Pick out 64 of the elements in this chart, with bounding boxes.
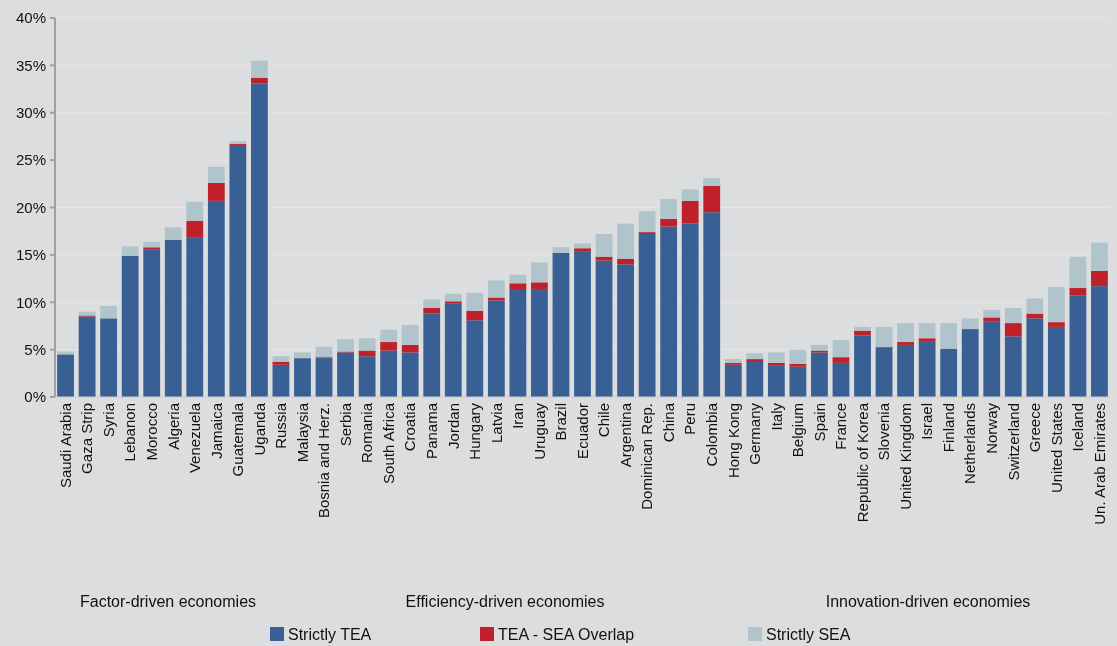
x-tick-label: Peru (681, 403, 699, 435)
x-tick-label: Chile (595, 403, 613, 438)
y-tick-label: 5% (24, 340, 46, 358)
x-tick-label: Uganda (250, 402, 268, 456)
x-tick-label: Lebanon (121, 403, 139, 462)
x-tick-label: Un. Arab Emirates (1090, 403, 1108, 525)
x-tick-label: Iceland (1069, 403, 1087, 452)
x-tick-label: Switzerland (1004, 403, 1022, 481)
text: Factor-driven economies (79, 593, 257, 610)
x-tick-label: Israel (918, 403, 936, 440)
x-tick-label: Finland (939, 403, 957, 453)
x-tick-label: Malaysia (293, 402, 311, 463)
x-tick-label: Uruguay (530, 402, 548, 460)
x-tick-label: Algeria (164, 402, 182, 450)
x-tick-label: Republic of Korea (853, 402, 871, 523)
x-tick-label: Slovenia (875, 402, 893, 461)
y-tick-label: 10% (15, 293, 46, 311)
x-tick-label: Syria (99, 402, 117, 438)
text: Innovation-driven economies (825, 593, 1031, 610)
x-tick-label: Spain (810, 403, 828, 442)
x-tick-label: Jordan (444, 403, 462, 449)
x-tick-label: Norway (983, 402, 1000, 454)
x-tick-label: Brazil (552, 403, 570, 441)
x-tick-label: Iran (509, 403, 527, 429)
y-tick-label: 0% (24, 388, 46, 406)
x-tick-label: Bosnia and Herz. (315, 403, 333, 519)
text: Efficiency-driven economies (405, 593, 605, 610)
x-tick-label: Hungary (466, 402, 484, 460)
legend-label: Strictly TEA (288, 625, 372, 643)
x-tick-label: South Africa (379, 402, 397, 484)
legend-label: Strictly SEA (766, 625, 851, 643)
x-tick-label: Serbia (336, 402, 354, 447)
y-tick-label: 40% (15, 9, 46, 27)
x-tick-label: Greece (1026, 403, 1044, 453)
x-tick-label: Russia (272, 402, 290, 449)
x-tick-label: Hong Kong (724, 403, 742, 479)
x-tick-label: Romania (358, 402, 376, 464)
x-tick-label: Dominican Rep. (638, 403, 656, 510)
x-tick-label: Croatia (401, 402, 419, 452)
y-tick-label: 35% (15, 56, 46, 74)
x-tick-label: Germany (746, 402, 764, 465)
x-tick-label: Morocco (142, 403, 160, 461)
x-tick-label: Gaza Strip (78, 403, 96, 474)
x-tick-label: United Kingdom (896, 403, 914, 510)
x-tick-label: Colombia (702, 402, 720, 467)
x-tick-label: Argentina (616, 402, 634, 468)
x-tick-label: Saudi Arabia (56, 402, 74, 489)
x-tick-label: France (832, 403, 850, 450)
x-tick-label: Latvia (487, 402, 505, 444)
y-tick-label: 25% (15, 151, 46, 169)
y-tick-label: 30% (15, 104, 46, 121)
x-tick-label: Venezuela (186, 402, 204, 474)
y-tick-label: 20% (15, 198, 46, 216)
x-tick-label: Italy (767, 402, 785, 431)
x-tick-label: Belgium (789, 403, 807, 458)
x-tick-label: China (659, 402, 677, 443)
x-tick-label: Ecuador (573, 403, 591, 459)
x-tick-label: Netherlands (961, 403, 979, 484)
x-tick-label: Panama (422, 402, 440, 459)
x-tick-label: Jamaica (207, 402, 225, 459)
x-tick-label: United States (1047, 403, 1065, 494)
y-tick-label: 15% (15, 246, 46, 264)
legend-label: TEA - SEA Overlap (498, 625, 635, 643)
x-tick-label: Guatemala (229, 402, 247, 477)
